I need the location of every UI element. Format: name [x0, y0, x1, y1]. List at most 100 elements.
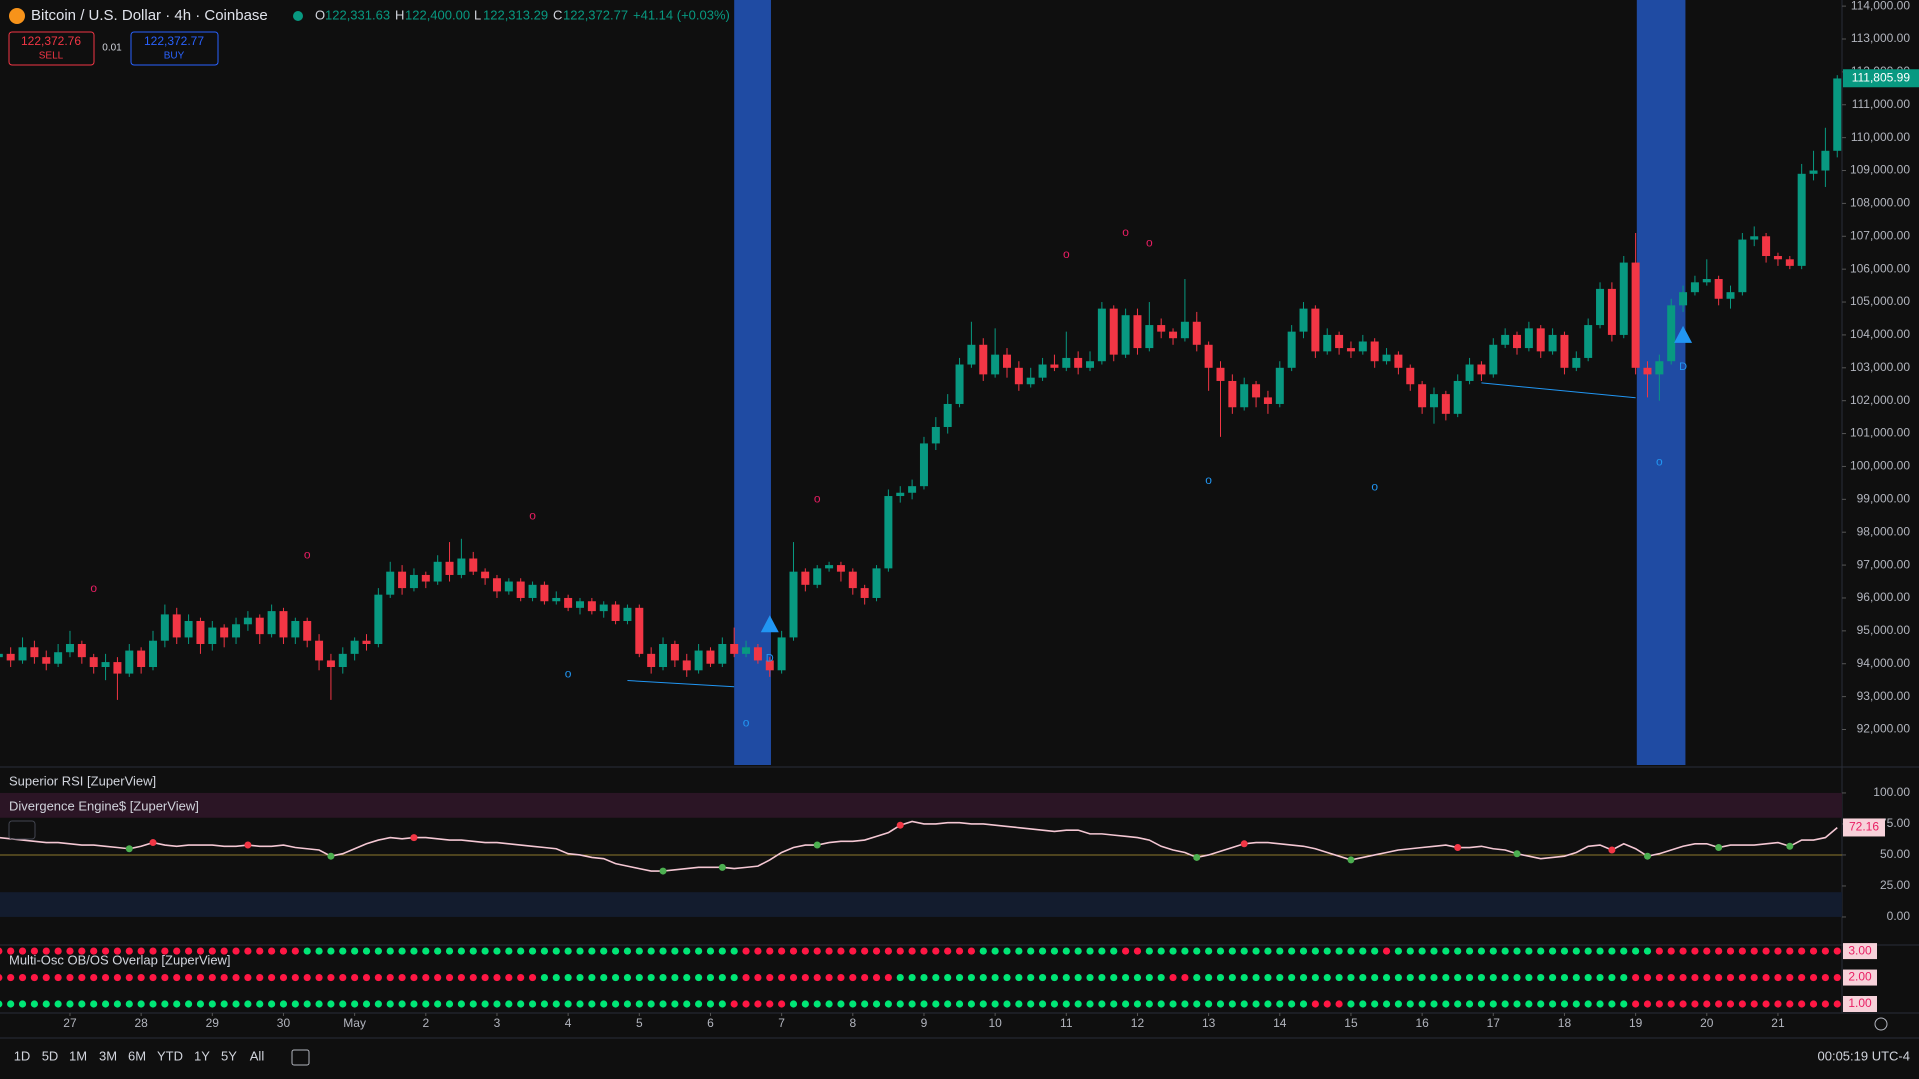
- candle-body: [172, 614, 181, 638]
- obos-dot: [1632, 973, 1640, 982]
- range-button[interactable]: 1D: [14, 1048, 31, 1063]
- buy-button[interactable]: [130, 31, 219, 66]
- obos-dot: [1560, 947, 1569, 955]
- candle-body: [836, 565, 845, 572]
- rsi-pivot: [149, 839, 157, 847]
- obos-dot: [1655, 947, 1663, 955]
- obos-dot: [398, 1000, 406, 1008]
- candle-body: [1311, 308, 1320, 352]
- range-button[interactable]: 6M: [128, 1048, 146, 1063]
- obos-dot: [268, 1000, 276, 1008]
- obos-dot: [718, 1000, 726, 1008]
- range-button[interactable]: 3M: [99, 1048, 117, 1063]
- obos-dot: [1311, 973, 1319, 982]
- obos-dot: [351, 1000, 359, 1008]
- obos-dot: [1015, 947, 1023, 955]
- range-button[interactable]: 5D: [42, 1048, 59, 1063]
- obos-dot: [896, 947, 904, 955]
- obos-dot: [339, 1000, 347, 1008]
- range-button[interactable]: YTD: [157, 1048, 183, 1063]
- obos-dot: [493, 1000, 501, 1008]
- obos-dot: [1750, 973, 1758, 982]
- candle-body: [89, 657, 98, 668]
- candle-body: [77, 643, 86, 658]
- rsi-pivot: [718, 863, 726, 871]
- obos-dot: [1371, 973, 1379, 982]
- obos-dot: [1050, 973, 1059, 982]
- candle-body: [1489, 344, 1498, 375]
- ohlc-value: 122,400.00: [405, 7, 470, 22]
- range-button[interactable]: 5Y: [221, 1048, 237, 1063]
- indicator-title: Multi-Osc OB/OS Overlap [ZuperView]: [9, 952, 231, 967]
- obos-dot: [291, 973, 299, 982]
- obos-dot: [386, 1000, 394, 1008]
- candle-body: [54, 652, 63, 664]
- obos-dot: [303, 1000, 311, 1008]
- obos-dot: [1596, 947, 1604, 955]
- obos-dot: [457, 973, 465, 982]
- obos-dot: [1181, 947, 1189, 955]
- range-button[interactable]: 1M: [69, 1048, 87, 1063]
- candle-body: [1002, 354, 1011, 368]
- candle-body: [1465, 364, 1474, 381]
- obos-dot: [1738, 947, 1746, 955]
- y-tick-label: 102,000.00: [1850, 393, 1910, 407]
- obos-dot: [813, 947, 821, 955]
- sell-button[interactable]: [8, 31, 95, 66]
- ohlc-change: +41.14 (+0.03%): [633, 7, 730, 22]
- obos-dot: [1833, 1000, 1841, 1008]
- candle-body: [160, 614, 169, 641]
- obos-dot: [1786, 973, 1794, 982]
- obos-dot: [1086, 973, 1094, 982]
- obos-dot: [1299, 973, 1308, 982]
- settings-icon[interactable]: [1874, 1017, 1888, 1031]
- last-value-label: 72.16: [1849, 820, 1879, 834]
- obos-dot: [766, 973, 774, 982]
- obos-dot: [1418, 1000, 1426, 1008]
- candle-body: [919, 443, 928, 487]
- obos-dot: [1762, 1000, 1770, 1008]
- range-button[interactable]: 1Y: [194, 1048, 210, 1063]
- y-tick-label: 96,000.00: [1857, 590, 1911, 604]
- obos-dot: [1632, 947, 1640, 955]
- obos-dot: [1501, 973, 1509, 982]
- x-tick-label: 11: [1060, 1016, 1073, 1030]
- obos-dot: [837, 1000, 845, 1008]
- y-tick-label: 95,000.00: [1857, 623, 1911, 637]
- sell-price[interactable]: 122,372.76: [21, 34, 81, 48]
- sell-label[interactable]: SELL: [39, 51, 64, 62]
- date-range-icon[interactable]: [291, 1049, 310, 1066]
- candle-body: [718, 643, 727, 664]
- obos-dot: [955, 947, 964, 955]
- obos-dot: [90, 1000, 98, 1008]
- live-dot: [293, 11, 303, 21]
- divergence-line: [627, 679, 735, 688]
- y-tick-label: 93,000.00: [1857, 689, 1911, 703]
- obos-dot: [1513, 973, 1521, 982]
- collapse-button[interactable]: [8, 820, 36, 840]
- obos-dot: [1513, 1000, 1521, 1008]
- candle-body: [1192, 321, 1201, 345]
- y-tick-label: 109,000.00: [1850, 163, 1910, 177]
- obos-dot: [1477, 1000, 1486, 1008]
- obos-dot: [1335, 973, 1343, 982]
- obos-dot: [1027, 973, 1035, 982]
- obos-dot: [1098, 1000, 1106, 1008]
- candle-body: [409, 574, 418, 589]
- range-button[interactable]: All: [250, 1048, 265, 1063]
- rsi-line: [0, 820, 1838, 872]
- candle-body: [101, 662, 110, 668]
- obos-dot: [386, 947, 394, 955]
- obos-dot: [1228, 973, 1236, 982]
- obos-dot: [1015, 1000, 1023, 1008]
- obos-dot: [303, 973, 311, 982]
- candle-body: [1133, 315, 1142, 349]
- buy-label[interactable]: BUY: [164, 51, 185, 62]
- obos-dot: [540, 973, 549, 982]
- obos-dot: [730, 973, 738, 982]
- obos-dot: [683, 973, 691, 982]
- obos-dot: [1394, 1000, 1403, 1008]
- buy-price[interactable]: 122,372.77: [144, 34, 204, 48]
- candle-body: [516, 581, 525, 598]
- obos-dot: [944, 947, 952, 955]
